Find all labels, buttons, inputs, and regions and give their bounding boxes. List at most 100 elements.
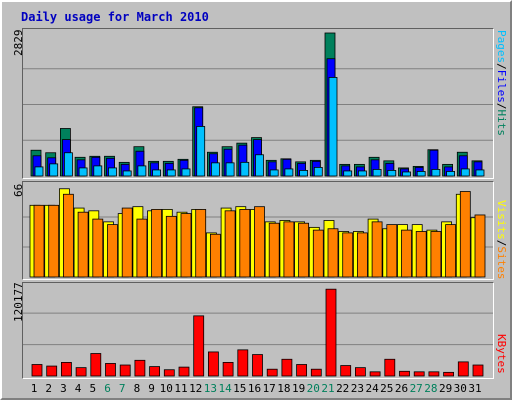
day-label-23: 23 bbox=[350, 382, 365, 395]
kbytes-bar-20 bbox=[310, 368, 322, 377]
kbytes-panel bbox=[22, 282, 494, 379]
sites-bar-3 bbox=[63, 193, 74, 278]
sites-bar-25 bbox=[386, 224, 398, 278]
chart-title: Daily usage for March 2010 bbox=[21, 10, 209, 24]
legend-files: Files bbox=[495, 69, 508, 103]
kbytes-bar-12 bbox=[193, 315, 205, 377]
kbytes-bar-17 bbox=[266, 368, 278, 377]
legend-separator: / bbox=[495, 63, 508, 70]
kbytes-bar-11 bbox=[178, 366, 190, 377]
pages-bar-7 bbox=[122, 170, 132, 177]
kbytes-bar-22 bbox=[340, 365, 352, 377]
kbytes-bar-13 bbox=[207, 351, 219, 377]
pages-bar-17 bbox=[269, 169, 279, 177]
sites-bar-10 bbox=[165, 215, 177, 278]
visits-sites-panel bbox=[22, 181, 494, 280]
pages-bar-6 bbox=[108, 167, 117, 177]
pages-bar-24 bbox=[372, 169, 382, 177]
sites-bar-30 bbox=[459, 191, 471, 278]
hits-max-label: 2829 bbox=[12, 29, 25, 57]
sites-bar-13 bbox=[209, 233, 221, 278]
legend-separator: / bbox=[495, 102, 508, 110]
kbytes-bar-6 bbox=[105, 363, 116, 377]
day-label-7: 7 bbox=[118, 382, 126, 395]
legend-sites: Sites bbox=[495, 246, 508, 280]
kbytes-plot bbox=[23, 288, 493, 377]
kbytes-bar-19 bbox=[296, 364, 308, 377]
pages-bar-28 bbox=[431, 169, 441, 177]
sites-bar-11 bbox=[180, 213, 192, 278]
kbytes-max-label: 120177 bbox=[12, 282, 25, 322]
day-label-25: 25 bbox=[380, 382, 394, 395]
kbytes-bar-10 bbox=[163, 369, 175, 377]
kbytes-bar-29 bbox=[443, 371, 455, 377]
day-label-19: 19 bbox=[291, 382, 306, 395]
pages-bar-11 bbox=[181, 168, 191, 177]
day-label-11: 11 bbox=[174, 382, 188, 395]
sites-bar-27 bbox=[415, 231, 427, 278]
pages-bar-15 bbox=[240, 161, 250, 177]
kbytes-bar-7 bbox=[119, 364, 131, 377]
legend-kbytes: KBytes bbox=[495, 334, 508, 374]
day-label-16: 16 bbox=[247, 382, 262, 395]
day-label-22: 22 bbox=[336, 382, 350, 395]
pages-bar-22 bbox=[343, 170, 353, 177]
sites-bar-16 bbox=[254, 206, 265, 278]
day-label-6: 6 bbox=[104, 382, 111, 395]
hits-files-pages-plot bbox=[23, 32, 493, 177]
day-label-30: 30 bbox=[453, 382, 467, 395]
day-label-14: 14 bbox=[218, 382, 232, 395]
sites-bar-14 bbox=[224, 210, 236, 278]
hits-files-pages-panel bbox=[22, 28, 494, 179]
pages-bar-23 bbox=[357, 170, 367, 177]
day-label-8: 8 bbox=[133, 382, 141, 395]
pages-bar-10 bbox=[166, 169, 176, 177]
sites-bar-31 bbox=[474, 214, 486, 278]
sites-bar-24 bbox=[371, 221, 383, 278]
pages-bar-9 bbox=[152, 169, 162, 177]
sites-bar-12 bbox=[195, 209, 207, 278]
pages-bar-16 bbox=[255, 154, 264, 177]
day-label-4: 4 bbox=[74, 382, 82, 395]
kbytes-bar-30 bbox=[457, 361, 469, 377]
kbytes-bar-31 bbox=[472, 364, 484, 377]
pages-bar-20 bbox=[313, 167, 323, 177]
sites-bar-2 bbox=[48, 204, 60, 278]
sites-bar-23 bbox=[356, 232, 368, 278]
kbytes-bar-15 bbox=[237, 349, 249, 377]
pages-bar-4 bbox=[78, 167, 88, 177]
pages-bar-26 bbox=[402, 171, 411, 177]
pages-bar-8 bbox=[137, 165, 147, 177]
kbytes-legend: KBytes bbox=[495, 334, 508, 374]
day-label-31: 31 bbox=[468, 382, 482, 395]
day-label-10: 10 bbox=[159, 382, 173, 395]
legend-visits: Visits bbox=[495, 200, 508, 240]
kbytes-bar-18 bbox=[281, 358, 293, 377]
kbytes-bar-5 bbox=[90, 353, 102, 377]
sites-bar-29 bbox=[445, 224, 457, 278]
pages-bar-25 bbox=[387, 170, 397, 177]
pages-bar-1 bbox=[34, 166, 44, 177]
day-label-27: 27 bbox=[409, 382, 423, 395]
kbytes-bar-16 bbox=[252, 354, 263, 377]
sites-bar-19 bbox=[298, 222, 310, 278]
kbytes-bar-23 bbox=[354, 367, 366, 377]
day-label-1: 1 bbox=[30, 382, 38, 395]
sites-bar-28 bbox=[430, 231, 442, 278]
sites-bar-17 bbox=[268, 222, 280, 278]
kbytes-bar-28 bbox=[428, 371, 440, 377]
day-label-21: 21 bbox=[321, 382, 335, 395]
day-label-12: 12 bbox=[189, 382, 203, 395]
pages-bar-12 bbox=[196, 126, 206, 177]
sites-bar-6 bbox=[107, 224, 118, 278]
pages-bar-13 bbox=[210, 162, 220, 177]
day-label-15: 15 bbox=[233, 382, 247, 395]
sites-bar-9 bbox=[151, 209, 163, 278]
sites-bar-15 bbox=[239, 209, 251, 278]
kbytes-bar-4 bbox=[75, 367, 87, 377]
kbytes-bar-14 bbox=[222, 362, 234, 377]
day-label-28: 28 bbox=[424, 382, 438, 395]
day-label-5: 5 bbox=[89, 382, 97, 395]
kbytes-bar-24 bbox=[369, 371, 381, 377]
day-label-2: 2 bbox=[45, 382, 52, 395]
